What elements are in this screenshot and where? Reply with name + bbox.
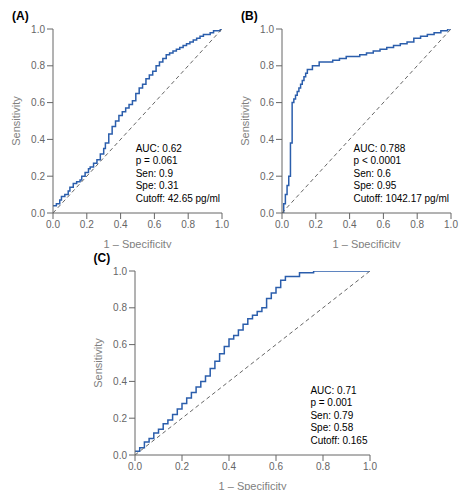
svg-text:0.0: 0.0: [113, 450, 127, 461]
svg-text:0.2: 0.2: [309, 219, 323, 230]
svg-text:0.4: 0.4: [114, 219, 128, 230]
svg-text:1.0: 1.0: [260, 24, 274, 35]
html-text:p < 0.0001: p < 0.0001: [353, 155, 402, 166]
svg-text:0.0: 0.0: [260, 208, 274, 219]
svg-text:0.8: 0.8: [181, 219, 195, 230]
svg-text:1.0: 1.0: [363, 461, 377, 472]
svg-text:0.2: 0.2: [260, 171, 274, 182]
svg-text:0.4: 0.4: [31, 134, 45, 145]
svg-text:0.2: 0.2: [113, 413, 127, 424]
svg-text:Sensitivity: Sensitivity: [239, 96, 251, 146]
html-text:AUC: 0.71: AUC: 0.71: [310, 384, 357, 396]
svg-text:0.2: 0.2: [175, 461, 189, 472]
svg-text:0.4: 0.4: [113, 376, 127, 387]
svg-text:0.2: 0.2: [31, 171, 45, 182]
svg-text:1 – Specificity: 1 – Specificity: [104, 238, 172, 248]
svg-text:0.6: 0.6: [260, 97, 274, 108]
html-text:(A): (A): [12, 9, 29, 23]
svg-text:0.6: 0.6: [269, 461, 283, 472]
svg-text:1.0: 1.0: [31, 24, 45, 35]
svg-text:0.8: 0.8: [260, 60, 274, 71]
svg-text:1.0: 1.0: [444, 219, 458, 230]
html-text:Cutoff: 42.65 pg/ml: Cutoff: 42.65 pg/ml: [135, 192, 220, 204]
svg-text:0.8: 0.8: [410, 219, 424, 230]
html-text:Sen: 0.9: Sen: 0.9: [135, 167, 173, 179]
html-text:Spe: 0.58: Spe: 0.58: [310, 422, 354, 433]
html-text:(B): (B): [241, 9, 258, 23]
svg-text:0.2: 0.2: [80, 219, 94, 230]
svg-text:0.0: 0.0: [128, 461, 142, 472]
svg-text:0.6: 0.6: [31, 97, 45, 108]
html-text:Spe: 0.31: Spe: 0.31: [135, 180, 179, 191]
svg-text:0.4: 0.4: [343, 219, 357, 230]
html-text:Sen: 0.6: Sen: 0.6: [353, 167, 391, 179]
svg-text:0.4: 0.4: [260, 134, 274, 145]
svg-text:0.6: 0.6: [113, 339, 127, 350]
svg-text:0.0: 0.0: [275, 219, 289, 230]
svg-text:0.6: 0.6: [147, 219, 161, 230]
html-text:Cutoff: 1042.17 pg/ml: Cutoff: 1042.17 pg/ml: [353, 192, 449, 204]
svg-text:0.8: 0.8: [316, 461, 330, 472]
svg-text:0.8: 0.8: [113, 302, 127, 313]
html-text:Spe: 0.95: Spe: 0.95: [353, 180, 397, 191]
svg-text:1 – Specificity: 1 – Specificity: [333, 238, 401, 248]
svg-text:1 – Specificity: 1 – Specificity: [218, 480, 286, 490]
html-text:AUC: 0.62: AUC: 0.62: [135, 142, 182, 154]
html-text:Cutoff: 0.165: Cutoff: 0.165: [310, 434, 368, 446]
svg-text:Sensitivity: Sensitivity: [10, 96, 22, 146]
html-text:(C): (C): [93, 251, 111, 265]
svg-text:0.0: 0.0: [31, 208, 45, 219]
svg-text:0.0: 0.0: [46, 219, 60, 230]
svg-text:Sensitivity: Sensitivity: [91, 338, 103, 388]
svg-text:0.4: 0.4: [222, 461, 236, 472]
html-text:p = 0.061: p = 0.061: [135, 155, 178, 166]
svg-text:1.0: 1.0: [113, 266, 127, 277]
html-text:p = 0.001: p = 0.001: [310, 397, 353, 408]
html-text:AUC: 0.788: AUC: 0.788: [353, 142, 406, 154]
svg-text:0.6: 0.6: [376, 219, 390, 230]
svg-text:1.0: 1.0: [215, 219, 229, 230]
html-text:Sen: 0.79: Sen: 0.79: [310, 409, 354, 421]
svg-text:0.8: 0.8: [31, 60, 45, 71]
